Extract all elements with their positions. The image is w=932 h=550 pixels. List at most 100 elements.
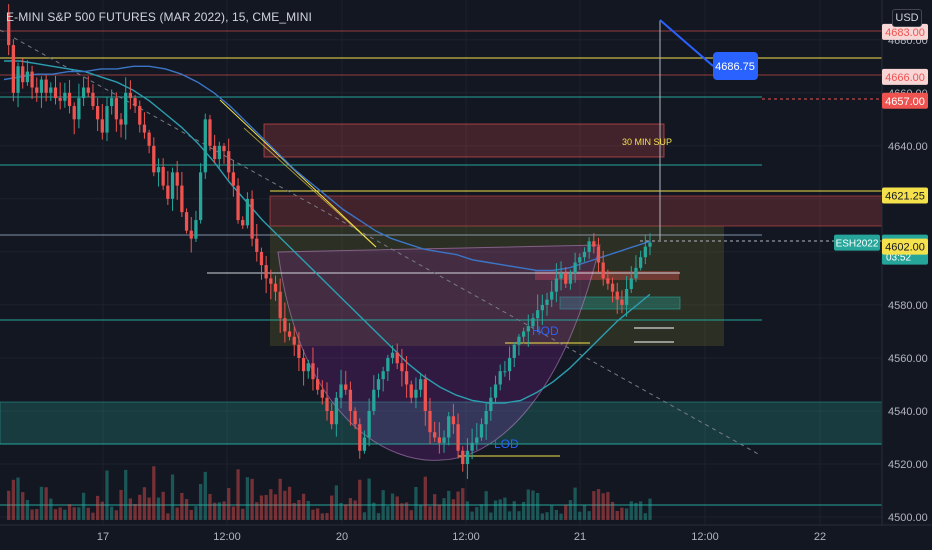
candle-body bbox=[49, 87, 53, 93]
volume-bar bbox=[217, 502, 221, 520]
volume-bar bbox=[587, 511, 591, 520]
volume-bar bbox=[166, 513, 170, 520]
candle-body bbox=[451, 416, 456, 425]
volume-bar bbox=[573, 487, 577, 520]
candle-body bbox=[278, 291, 282, 319]
volume-bar bbox=[77, 507, 81, 520]
x-tick-label: 20 bbox=[336, 531, 348, 543]
volume-bar bbox=[227, 487, 231, 520]
volume-bar bbox=[311, 509, 315, 520]
volume-bar bbox=[423, 476, 427, 520]
volume-bar bbox=[315, 508, 320, 520]
volume-bar bbox=[461, 488, 465, 520]
volume-bar bbox=[250, 478, 254, 520]
volume-bar bbox=[180, 492, 184, 520]
price-label-bg bbox=[882, 238, 928, 255]
candle-body bbox=[241, 220, 245, 226]
candle-body bbox=[81, 87, 86, 99]
candle-body bbox=[133, 98, 137, 107]
volume-bar bbox=[620, 507, 624, 520]
candle-body bbox=[404, 371, 409, 385]
candle-body bbox=[301, 357, 306, 372]
candle-body bbox=[564, 273, 568, 284]
volume-bar bbox=[81, 492, 86, 520]
volume-bar bbox=[353, 500, 357, 520]
candles bbox=[7, 4, 652, 479]
volume-bar bbox=[72, 507, 76, 520]
volume-bar bbox=[624, 508, 629, 520]
volume-bar bbox=[63, 509, 67, 520]
candle-body bbox=[119, 119, 123, 125]
candle-body bbox=[381, 371, 385, 380]
volume-bar bbox=[638, 501, 643, 520]
volume-bar bbox=[100, 501, 104, 520]
volume-bar bbox=[390, 493, 395, 520]
candle-body bbox=[344, 384, 348, 390]
candle-body bbox=[437, 437, 441, 443]
volume-bar bbox=[255, 502, 259, 520]
candle-body bbox=[264, 265, 268, 279]
currency-button[interactable]: USD bbox=[892, 9, 922, 27]
volume-bar bbox=[447, 490, 451, 520]
candle-body bbox=[77, 98, 81, 120]
volume-bar bbox=[414, 486, 418, 520]
ticker-tag: ESH2022 bbox=[836, 239, 879, 250]
volume-bar bbox=[550, 505, 554, 520]
candle-body bbox=[58, 98, 62, 101]
volume-bar bbox=[582, 504, 587, 520]
x-tick-label: 21 bbox=[574, 531, 586, 543]
volume-bar bbox=[53, 509, 58, 520]
candle-body bbox=[521, 331, 526, 337]
candle-body bbox=[198, 172, 203, 221]
candle-body bbox=[53, 87, 58, 99]
time-axis[interactable]: 17 12:00 20 12:00 21 12:00 22 bbox=[0, 524, 932, 543]
volume-bar bbox=[170, 474, 175, 520]
candle-body bbox=[442, 437, 446, 443]
volume-bar bbox=[386, 506, 390, 520]
y-tick-label: 4640.00 bbox=[888, 141, 928, 153]
candle-body bbox=[208, 119, 212, 146]
demand-zone bbox=[0, 401, 883, 445]
candle-body bbox=[105, 106, 109, 133]
volume-bar bbox=[67, 504, 72, 520]
candle-body bbox=[615, 291, 619, 300]
candle-body bbox=[493, 384, 498, 398]
candle-body bbox=[16, 66, 20, 93]
volume-bar bbox=[35, 509, 39, 520]
volume-bar bbox=[16, 477, 20, 520]
volume-bar bbox=[643, 513, 647, 520]
volume-bar bbox=[376, 513, 381, 520]
candle-body bbox=[475, 437, 479, 443]
candle-body bbox=[194, 220, 198, 239]
volume-bar bbox=[564, 504, 568, 520]
candle-body bbox=[395, 352, 399, 364]
small-zone-green bbox=[559, 296, 681, 310]
volume-bar bbox=[86, 507, 90, 520]
volume-bar bbox=[142, 487, 147, 520]
volume-bar bbox=[278, 478, 282, 520]
x-tick-label: 12:00 bbox=[452, 531, 480, 543]
candle-body bbox=[142, 124, 147, 133]
candle-body bbox=[67, 92, 72, 107]
volume-bar bbox=[124, 469, 128, 520]
volume-bar bbox=[381, 490, 385, 520]
x-tick-label: 12:00 bbox=[213, 531, 241, 543]
volume-bar bbox=[259, 495, 264, 520]
candle-body bbox=[339, 384, 343, 398]
candle-body bbox=[648, 242, 652, 247]
volume-bar bbox=[367, 478, 371, 520]
volume-bar bbox=[451, 499, 456, 520]
candle-body bbox=[110, 98, 114, 107]
candle-body bbox=[400, 363, 404, 372]
volume-bar bbox=[39, 486, 44, 520]
hod-label: HOD bbox=[532, 324, 559, 338]
candle-body bbox=[35, 87, 39, 93]
candle-body bbox=[91, 92, 95, 107]
volume-bar bbox=[320, 513, 324, 520]
volume-bar bbox=[128, 498, 133, 520]
moving-average-fast bbox=[4, 60, 651, 404]
volume-bar bbox=[428, 506, 432, 520]
volume-bar bbox=[404, 502, 409, 520]
candle-body bbox=[95, 106, 100, 120]
